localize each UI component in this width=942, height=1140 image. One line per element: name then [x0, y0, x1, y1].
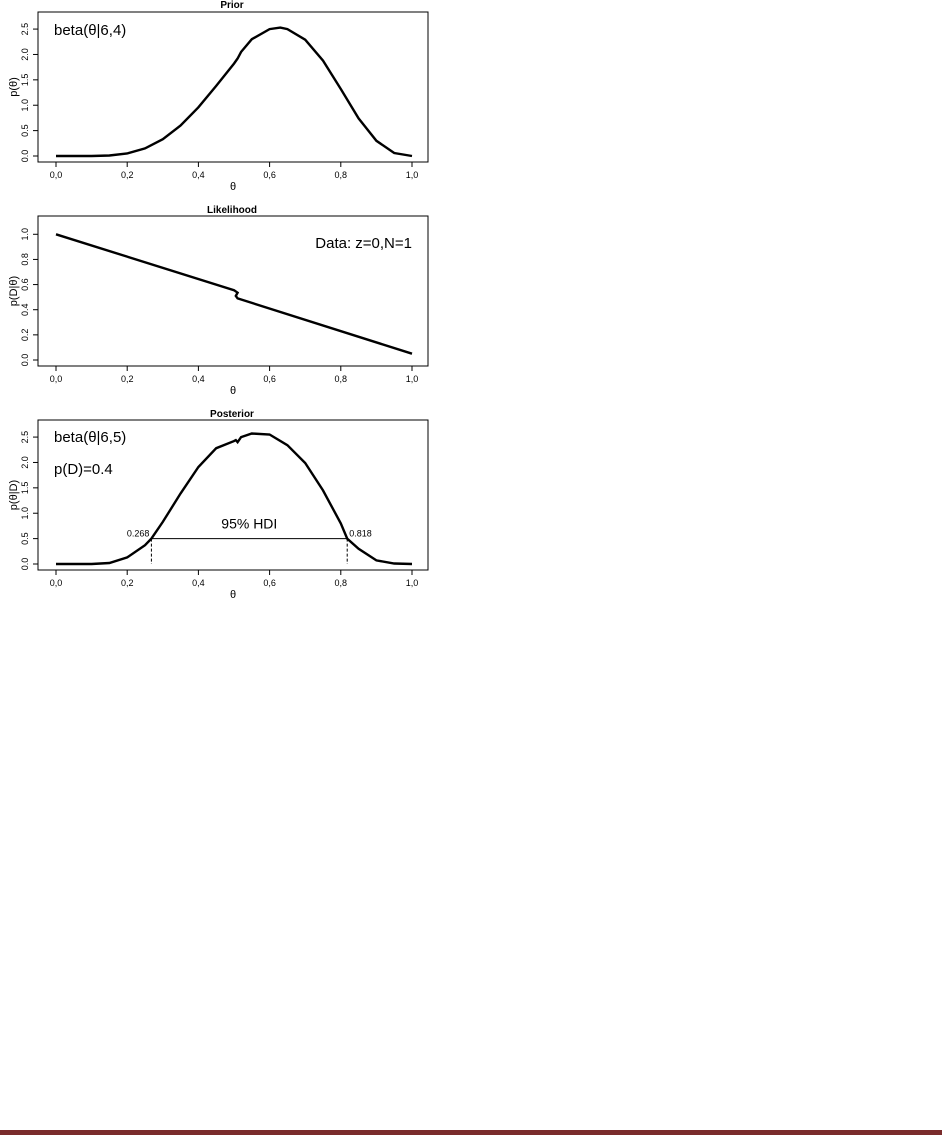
posterior-panel: Posterior 0.00.51.01.52.02.5 0,0 0,2 0,4 0,…	[8, 409, 429, 600]
posterior-y-ticks: 0.0 0.5 1.0 1.5 2.0 2.5	[20, 431, 38, 570]
likelihood-y-tick-label: 1.0	[20, 228, 30, 241]
likelihood-y-tick-label: 0.6	[20, 278, 30, 291]
prior-x-tick-label: 0,4	[192, 170, 205, 180]
posterior-x-tick-label: 0,4	[192, 578, 205, 588]
likelihood-y-ticks: 0.0 0.2 0.4 0.6 0.8 1.0	[20, 228, 38, 366]
posterior-xlabel: θ	[230, 589, 236, 600]
likelihood-y-tick-label: 0.4	[20, 303, 30, 316]
likelihood-panel: Likelihood 0.00.20.40.60.81.0 0,0 0,2 0,4 0…	[8, 205, 429, 397]
likelihood-x-tick-label: 0,2	[121, 374, 134, 384]
likelihood-xlabel: θ	[230, 385, 236, 397]
posterior-x-tick-label: 1,0	[406, 578, 419, 588]
figure-stack: Prior 0.0 0.5 1.0 1.5 2.0 2.5 0,0 0,2 0,4 0,6 0,8…	[8, 0, 429, 600]
likelihood-x-tick-label: 0,6	[263, 374, 276, 384]
posterior-distribution-label: beta(θ|6,5)	[54, 429, 126, 446]
posterior-hdi-group: 0.268 0.818 95% HDI	[127, 516, 372, 564]
posterior-ylabel: p(θ|D)	[8, 480, 20, 510]
prior-title: Prior	[220, 0, 243, 11]
likelihood-ylabel: p(D|θ)	[8, 276, 20, 306]
likelihood-x-tick-label: 0,0	[50, 374, 63, 384]
posterior-x-ticks: 0,0 0,2 0,4 0,6 0,8 1,0	[50, 570, 419, 588]
prior-x-tick-label: 1,0	[406, 170, 419, 180]
prior-x-tick-label: 0,8	[335, 170, 348, 180]
posterior-y-tick-label: 1.0	[20, 507, 30, 520]
prior-x-tick-label: 0,0	[50, 170, 63, 180]
prior-y-tick-label: 2.0	[20, 48, 30, 61]
likelihood-x-tick-label: 0,8	[335, 374, 348, 384]
likelihood-x-ticks: 0,0 0,2 0,4 0,6 0,8 1,0	[50, 366, 419, 384]
hdi-label: 95% HDI	[221, 516, 277, 532]
hdi-low-label: 0.268	[127, 529, 150, 539]
posterior-x-tick-label: 0,8	[335, 578, 348, 588]
prior-y-tick-label: 2.5	[20, 23, 30, 36]
posterior-y-tick-label: 2.0	[20, 456, 30, 469]
prior-distribution-label: beta(θ|6,4)	[54, 22, 126, 39]
likelihood-y-tick-label: 0.8	[20, 253, 30, 266]
likelihood-x-tick-label: 1,0	[406, 374, 419, 384]
prior-y-tick-label: 0.5	[20, 124, 30, 137]
likelihood-data-label: Data: z=0,N=1	[315, 235, 412, 252]
posterior-y-tick-label: 1.5	[20, 482, 30, 495]
posterior-x-tick-label: 0,0	[50, 578, 63, 588]
likelihood-y-tick-label: 0.2	[20, 329, 30, 342]
prior-xlabel: θ	[230, 181, 236, 193]
prior-x-tick-label: 0,6	[263, 170, 276, 180]
prior-density-curve	[56, 26, 413, 158]
likelihood-y-tick-label: 0.0	[20, 354, 30, 367]
posterior-x-tick-label: 0,2	[121, 578, 134, 588]
prior-y-tick-label: 1.0	[20, 99, 30, 112]
prior-x-ticks: 0,0 0,2 0,4 0,6 0,8 1,0	[50, 162, 419, 180]
likelihood-curve	[55, 233, 413, 355]
prior-x-tick-label: 0,2	[121, 170, 134, 180]
posterior-density-curve	[56, 432, 413, 566]
prior-y-tick-label: 1.5	[20, 74, 30, 87]
posterior-y-tick-label: 0.0	[20, 558, 30, 571]
posterior-y-tick-label: 0.5	[20, 532, 30, 545]
prior-y-tick-label: 0.0	[20, 150, 30, 163]
posterior-evidence-label: p(D)=0.4	[54, 461, 113, 478]
prior-ylabel: p(θ)	[8, 77, 20, 97]
prior-panel: Prior 0.0 0.5 1.0 1.5 2.0 2.5 0,0 0,2 0,4 0,6 0,8…	[8, 0, 429, 193]
footer-rule	[0, 1130, 942, 1135]
prior-y-ticks: 0.0 0.5 1.0 1.5 2.0 2.5	[20, 23, 38, 162]
likelihood-x-tick-label: 0,4	[192, 374, 205, 384]
posterior-plot-frame	[37, 419, 429, 571]
posterior-title: Posterior	[210, 409, 254, 420]
prior-plot-frame	[37, 11, 429, 163]
likelihood-plot-frame	[37, 215, 429, 367]
posterior-y-tick-label: 2.5	[20, 431, 30, 444]
likelihood-title: Likelihood	[207, 205, 257, 216]
hdi-high-label: 0.818	[349, 529, 372, 539]
posterior-x-tick-label: 0,6	[263, 578, 276, 588]
